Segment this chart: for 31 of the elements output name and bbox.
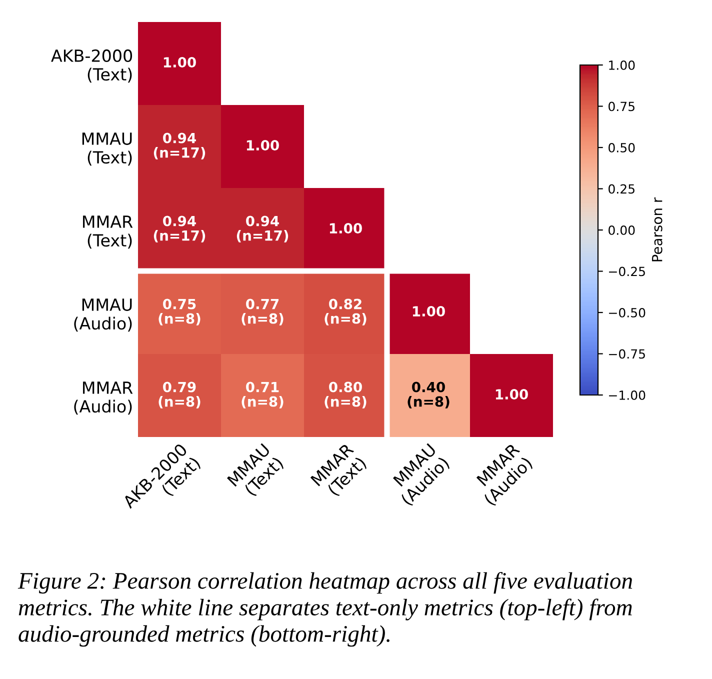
data-label: 0.75 (n=8) [158, 298, 200, 326]
y-tick-label: MMAU (Text) [82, 132, 132, 166]
y-tick-label: MMAU (Audio) [74, 298, 132, 332]
data-label: 0.40 (n=8) [408, 382, 450, 408]
data-label: 1.00 [412, 306, 445, 317]
color-bar-label: 1.00 [609, 60, 635, 70]
data-label: 1.00 [496, 389, 528, 400]
data-label: 1.00 [246, 140, 279, 151]
color-bar-label: 0.25 [608, 184, 634, 194]
data-label: 0.77 (n=8) [242, 298, 284, 326]
data-label: 0.94 (n=17) [154, 216, 206, 242]
color-bar-label: 0.00 [608, 225, 635, 235]
data-label: 0.82 (n=8) [324, 298, 366, 326]
data-label: 0.79 (n=8) [158, 382, 200, 408]
data-label: 0.94 (n=17) [154, 132, 206, 160]
color-bar-label: −0.50 [609, 308, 646, 318]
color-bar-title: Pearson r [652, 197, 662, 262]
data-label: 1.00 [330, 223, 362, 234]
color-bar-label: 0.50 [608, 142, 635, 152]
y-tick-label: AKB-2000 (Text) [51, 49, 132, 83]
data-label: 0.80 (n=8) [324, 382, 366, 408]
y-tick-label: MMAR (Text) [83, 216, 133, 249]
color-bar-label: −0.75 [609, 349, 645, 359]
data-label: 0.71 (n=8) [242, 382, 284, 408]
color-bar-label: −0.25 [609, 266, 645, 276]
color-bar-label: 0.75 [608, 102, 634, 112]
color-bar-label: −1.00 [609, 390, 646, 400]
data-label: 1.00 [164, 57, 196, 68]
caption: Figure 2: Pearson correlation heatmap across all five evaluation metrics. The white line separates text-only metrics (top-left) from audio-grounded metrics (bottom-right). [18, 572, 632, 647]
data-label: 0.94 (n=17) [236, 216, 288, 242]
y-tick-label: MMAR (Audio) [74, 382, 133, 415]
